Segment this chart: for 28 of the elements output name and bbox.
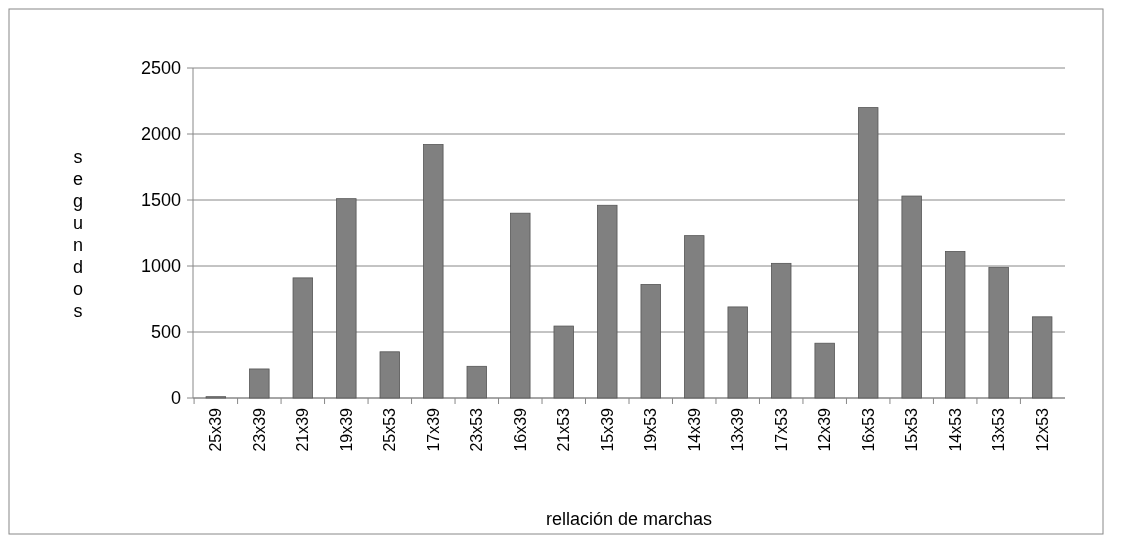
x-tick-label: 15x53 bbox=[903, 407, 921, 452]
x-tick-label: 21x53 bbox=[555, 407, 573, 452]
x-tick-label: 14x39 bbox=[685, 407, 703, 452]
y-axis-title: segundos bbox=[72, 147, 84, 321]
x-tick-label: 16x53 bbox=[859, 407, 877, 452]
y-tick-label: 500 bbox=[150, 322, 181, 343]
y-tick-label: 0 bbox=[170, 388, 181, 409]
y-tick-label: 2500 bbox=[140, 58, 181, 79]
x-tick-label: 17x53 bbox=[772, 407, 790, 452]
x-tick-label: 21x39 bbox=[294, 407, 312, 452]
x-tick-label: 23x53 bbox=[468, 407, 486, 452]
x-tick-label: 12x39 bbox=[816, 407, 834, 452]
x-tick-label: 15x39 bbox=[598, 407, 616, 452]
x-tick-label: 14x53 bbox=[946, 407, 964, 452]
x-axis-title: rellación de marchas bbox=[545, 509, 713, 529]
x-tick-label: 25x53 bbox=[381, 407, 399, 452]
x-tick-label: 16x39 bbox=[511, 407, 529, 452]
x-tick-label: 13x39 bbox=[729, 407, 747, 452]
x-tick-label: 12x53 bbox=[1033, 407, 1051, 452]
x-tick-label: 25x39 bbox=[207, 407, 225, 452]
x-tick-label: 19x53 bbox=[642, 407, 660, 452]
x-tick-label: 23x39 bbox=[250, 407, 268, 452]
x-tick-label: 17x39 bbox=[424, 407, 442, 452]
x-tick-label: 13x53 bbox=[990, 407, 1008, 452]
y-tick-label: 1000 bbox=[140, 256, 181, 277]
x-tick-label: 19x39 bbox=[337, 407, 355, 452]
y-tick-label: 2000 bbox=[140, 124, 181, 145]
y-tick-label: 1500 bbox=[140, 190, 181, 211]
